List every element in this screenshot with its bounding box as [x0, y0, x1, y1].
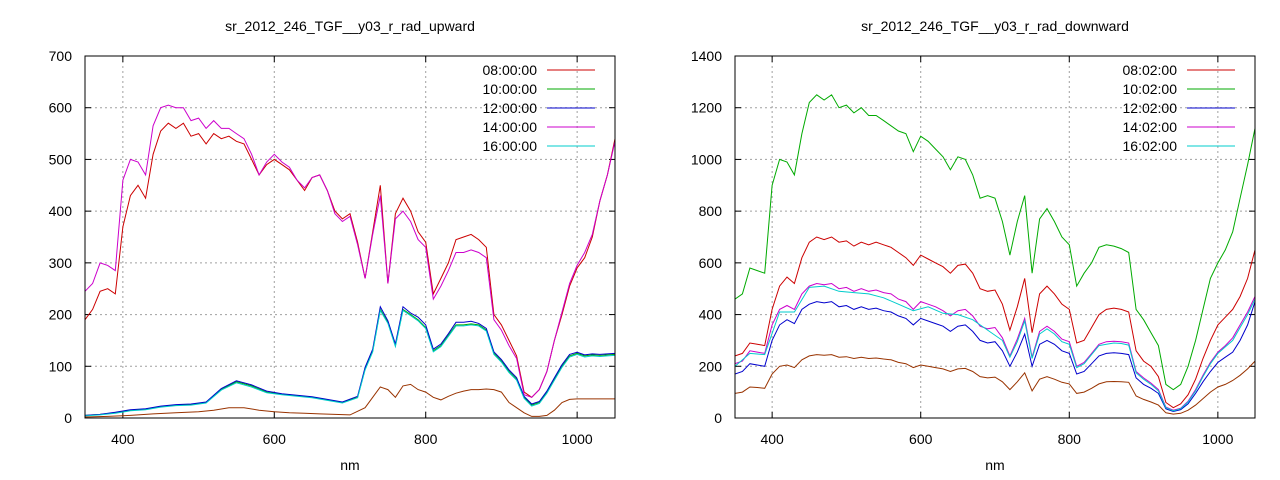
chart-downward: sr_2012_246_TGF__y03_r_rad_downward 400 60…	[691, 18, 1256, 473]
x-tick-label: 800	[414, 431, 438, 447]
y-tick-label: 1000	[691, 151, 722, 167]
legend-label: 08:00:00	[483, 62, 538, 78]
x-axis-label: nm	[985, 457, 1004, 473]
series-line-5	[735, 354, 1255, 415]
x-tick-label: 1000	[1202, 431, 1233, 447]
series-line-0	[85, 122, 615, 398]
y-tick-label: 1400	[691, 48, 722, 64]
legend-label: 16:02:00	[1123, 138, 1178, 154]
legend-label: 14:02:00	[1123, 119, 1178, 135]
legend-label: 12:02:00	[1123, 100, 1178, 116]
y-tick-label: 200	[699, 358, 723, 374]
x-tick-label: 800	[1058, 431, 1082, 447]
chart-upward: sr_2012_246_TGF__y03_r_rad_upward 400 600 8…	[49, 18, 616, 473]
series-line-2	[735, 301, 1255, 413]
y-tick-label: 800	[699, 203, 723, 219]
series-line-5	[85, 383, 615, 418]
y-tick-label: 0	[714, 410, 722, 426]
y-tick-label: 300	[49, 255, 73, 271]
series-line-2	[85, 305, 615, 416]
y-tick-label: 1200	[691, 100, 722, 116]
series-line-0	[735, 236, 1255, 409]
chart-title: sr_2012_246_TGF__y03_r_rad_upward	[225, 18, 475, 34]
x-tick-label: 400	[760, 431, 784, 447]
plot-frame	[734, 55, 1256, 419]
legend-label: 10:00:00	[483, 81, 538, 97]
plot-frame	[84, 55, 616, 419]
y-tick-label: 500	[49, 151, 73, 167]
series-line-1	[735, 94, 1255, 391]
x-tick-label: 1000	[562, 431, 593, 447]
y-tick-label: 700	[49, 48, 73, 64]
y-tick-label: 200	[49, 307, 73, 323]
series-line-3	[735, 282, 1255, 411]
legend-label: 10:02:00	[1123, 81, 1178, 97]
x-tick-label: 600	[909, 431, 933, 447]
legend-label: 14:00:00	[483, 119, 538, 135]
legend-label: 16:00:00	[483, 138, 538, 154]
y-tick-label: 400	[49, 203, 73, 219]
series-line-4	[735, 285, 1255, 412]
y-tick-label: 400	[699, 307, 723, 323]
x-tick-label: 400	[111, 431, 135, 447]
x-tick-label: 600	[263, 431, 287, 447]
legend-label: 08:02:00	[1123, 62, 1178, 78]
series-line-4	[85, 308, 615, 417]
y-tick-label: 600	[49, 100, 73, 116]
y-tick-label: 600	[699, 255, 723, 271]
x-axis-label: nm	[340, 457, 359, 473]
legend-label: 12:00:00	[483, 100, 538, 116]
y-tick-label: 0	[64, 410, 72, 426]
series-line-3	[85, 104, 615, 398]
chart-title: sr_2012_246_TGF__y03_r_rad_downward	[861, 18, 1129, 34]
y-tick-label: 100	[49, 358, 73, 374]
